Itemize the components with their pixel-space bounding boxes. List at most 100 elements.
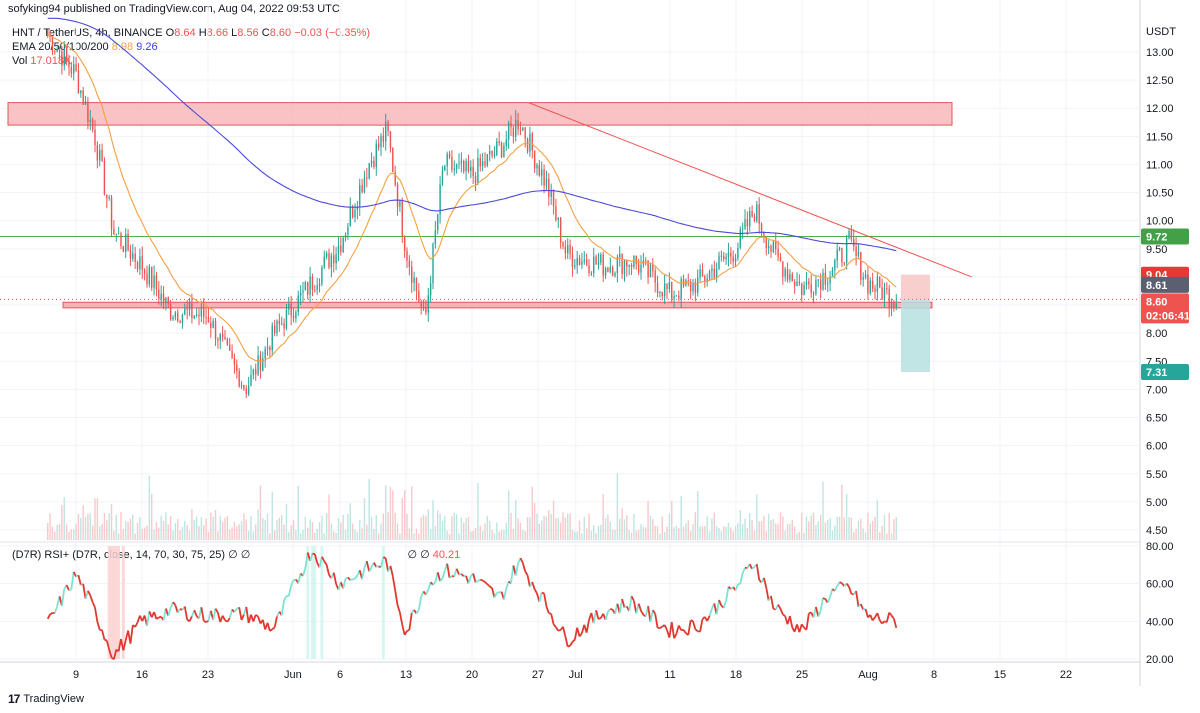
volume-bar <box>836 516 838 540</box>
rsi-segment <box>715 599 720 615</box>
rsi-segment <box>564 636 569 647</box>
volume-bar <box>307 527 309 540</box>
badge-ema: 8.61 <box>1146 280 1167 292</box>
candle-body <box>711 268 713 272</box>
candle-body <box>325 253 328 257</box>
rsi-segment <box>482 579 486 583</box>
rsi-segment <box>380 556 385 568</box>
rsi-segment <box>493 592 498 598</box>
candle-body <box>373 160 375 167</box>
volume-bar <box>640 524 642 540</box>
volume-bar <box>302 530 304 540</box>
rsi-segment <box>782 613 786 617</box>
badge-last-bg <box>1141 293 1189 310</box>
candle-body <box>815 280 817 294</box>
volume-bar <box>543 515 545 540</box>
volume-bar <box>264 519 266 540</box>
volume-bar <box>775 523 777 540</box>
candle-body <box>285 309 288 329</box>
rsi-segment <box>538 592 543 602</box>
candle-body <box>737 247 739 259</box>
volume-bar <box>666 526 668 540</box>
candle-body <box>292 315 295 319</box>
volume-bar <box>503 529 505 540</box>
candle-body <box>203 307 205 317</box>
volume-bar <box>810 515 812 540</box>
volume-bar <box>401 498 403 540</box>
volume-bar <box>273 530 276 540</box>
rsi-segment <box>129 625 134 644</box>
rsi-segment <box>845 582 850 588</box>
rsi-segment <box>91 601 96 608</box>
candle-body <box>375 143 377 167</box>
candle-body <box>221 334 224 337</box>
volume-bar <box>694 512 697 540</box>
volume-bar <box>803 532 805 540</box>
candle-body <box>160 293 162 299</box>
candle-body <box>687 280 689 282</box>
volume-bar <box>191 509 193 540</box>
drawing-layer[interactable] <box>0 102 1140 372</box>
rsi-segment <box>659 625 663 630</box>
vol-legend[interactable]: Vol 17.018K <box>12 54 71 68</box>
volume-bar <box>704 526 706 540</box>
candle-body <box>89 119 91 123</box>
candle-body <box>746 219 749 227</box>
rsi-segment <box>834 585 838 592</box>
rsi-segment <box>548 612 552 615</box>
volume-bar <box>370 516 373 540</box>
candle-body <box>595 256 597 265</box>
candle-body <box>763 231 765 238</box>
volume-bar <box>172 530 174 540</box>
candle-body <box>264 348 266 359</box>
rsi-segment <box>893 618 898 629</box>
candle-body <box>302 290 304 293</box>
rsi-segment <box>637 603 642 612</box>
volume-bar <box>115 514 117 540</box>
rsi-segment <box>652 609 656 615</box>
volume-bar <box>99 526 101 540</box>
rsi-segment <box>108 649 113 658</box>
candle-body <box>146 273 148 285</box>
rsi-segment <box>773 607 776 611</box>
rsi-segment <box>347 576 351 581</box>
candle-body <box>630 264 633 268</box>
candle-body <box>725 256 727 260</box>
volume-bar <box>737 523 739 540</box>
volume-bar <box>552 500 555 540</box>
volume-bar <box>706 516 708 540</box>
candle-body <box>91 119 94 130</box>
candle-body <box>236 364 238 372</box>
high-value: 8.66 <box>206 27 229 39</box>
tradingview-brand[interactable]: 17 TradingView <box>8 692 84 706</box>
volume-bar <box>396 523 399 540</box>
price-tick-label: 7.00 <box>1146 384 1167 396</box>
rsi-segment <box>460 573 465 577</box>
candle-body <box>723 255 725 260</box>
badge-countdown: 02:06:41 <box>1146 310 1190 322</box>
candle-body <box>718 255 720 269</box>
volume-bar <box>853 532 855 540</box>
volume-bar <box>70 529 73 540</box>
rsi-segment <box>373 562 378 568</box>
candle-body <box>545 178 548 186</box>
volume-bar <box>259 485 262 540</box>
volume-bar <box>578 520 581 540</box>
volume-bar <box>141 528 143 540</box>
volume-bar <box>767 513 770 540</box>
rsi-segment <box>585 619 590 633</box>
rsi-segment <box>541 591 545 595</box>
volume-bar <box>63 497 65 540</box>
rsi-segment <box>394 590 399 606</box>
volume-bar <box>479 525 481 540</box>
candle-body <box>141 256 143 270</box>
volume-bar <box>463 522 465 540</box>
volume-bar <box>701 526 704 540</box>
candle-body <box>191 302 193 319</box>
rsi-segment <box>455 568 460 575</box>
volume-bar <box>491 530 493 540</box>
rsi-segment <box>439 577 444 582</box>
volume-bar <box>420 517 422 540</box>
volume-bar <box>744 518 746 540</box>
